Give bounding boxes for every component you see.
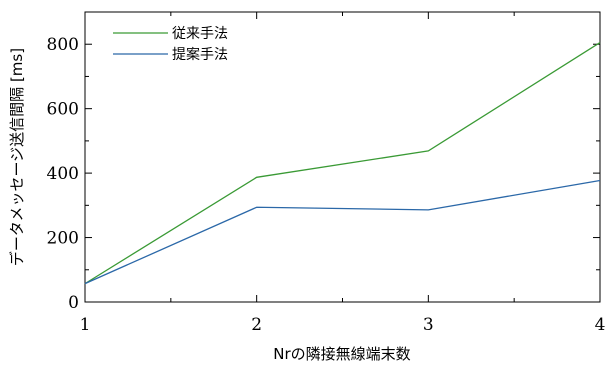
x-tick-label: 4	[595, 315, 606, 335]
legend-label-series-0: 従来手法	[172, 26, 228, 42]
plot-frame	[84, 11, 601, 303]
axis-ticks: 0 200 400 600 800 1 2 3 4	[47, 11, 606, 335]
legend: 従来手法 提案手法	[113, 26, 228, 63]
y-tick-label: 800	[47, 35, 79, 55]
y-tick-label: 600	[47, 100, 79, 120]
y-axis-label: データメッセージ送信間隔 [ms]	[8, 48, 26, 266]
y-tick-label: 0	[68, 293, 79, 313]
x-tick-label: 3	[423, 315, 434, 335]
y-tick-label: 200	[47, 229, 79, 249]
x-tick-label: 1	[80, 315, 91, 335]
x-tick-label: 2	[251, 315, 262, 335]
legend-label-series-1: 提案手法	[172, 46, 228, 63]
x-axis-label: Nrの隣接無線端末数	[273, 345, 410, 363]
series-line-0	[84, 42, 601, 285]
series-line-1	[84, 179, 601, 285]
y-tick-label: 400	[47, 164, 79, 184]
series-lines	[84, 42, 601, 285]
